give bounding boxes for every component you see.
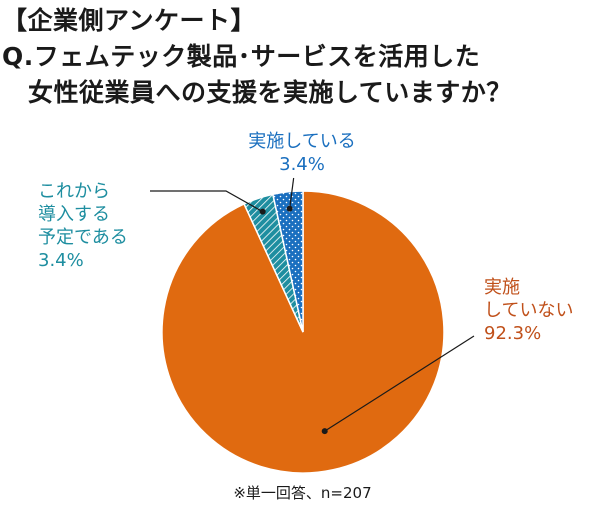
leader-lines xyxy=(150,177,475,435)
question-title-line1: Q.フェムテック製品･サービスを活用した xyxy=(2,42,481,71)
label-not-line2: していない xyxy=(484,300,574,321)
footnote: ※単一回答、n=207 xyxy=(233,484,372,502)
label-not-value: 92.3% xyxy=(484,323,542,344)
leader-not-implemented xyxy=(324,335,475,432)
label-planned-line3: 予定である xyxy=(38,227,128,248)
label-not-implemented: 実施 していない 92.3% xyxy=(484,276,573,345)
label-planned-line1: これから xyxy=(38,181,110,202)
label-planned-value: 3.4% xyxy=(38,250,84,271)
label-planned-line2: 導入する xyxy=(38,204,110,225)
label-implemented-value: 3.4% xyxy=(279,154,325,175)
pie-slices xyxy=(161,190,445,474)
leader-implemented xyxy=(289,177,295,209)
leader-planned-dot xyxy=(259,208,266,215)
leader-implemented-dot xyxy=(286,205,293,212)
label-implemented: 実施している 3.4% xyxy=(238,130,366,176)
label-implemented-line1: 実施している xyxy=(248,131,356,152)
label-planned: これから 導入する 予定である 3.4% xyxy=(38,180,128,272)
leader-not-implemented-dot xyxy=(321,428,328,435)
label-not-line1: 実施 xyxy=(484,277,520,298)
survey-tag: 【企業側アンケート】 xyxy=(2,6,257,35)
leader-planned xyxy=(150,190,263,213)
pie-slice-implemented xyxy=(271,190,304,333)
question-title-line2: 女性従業員への支援を実施していますか？ xyxy=(28,78,512,107)
